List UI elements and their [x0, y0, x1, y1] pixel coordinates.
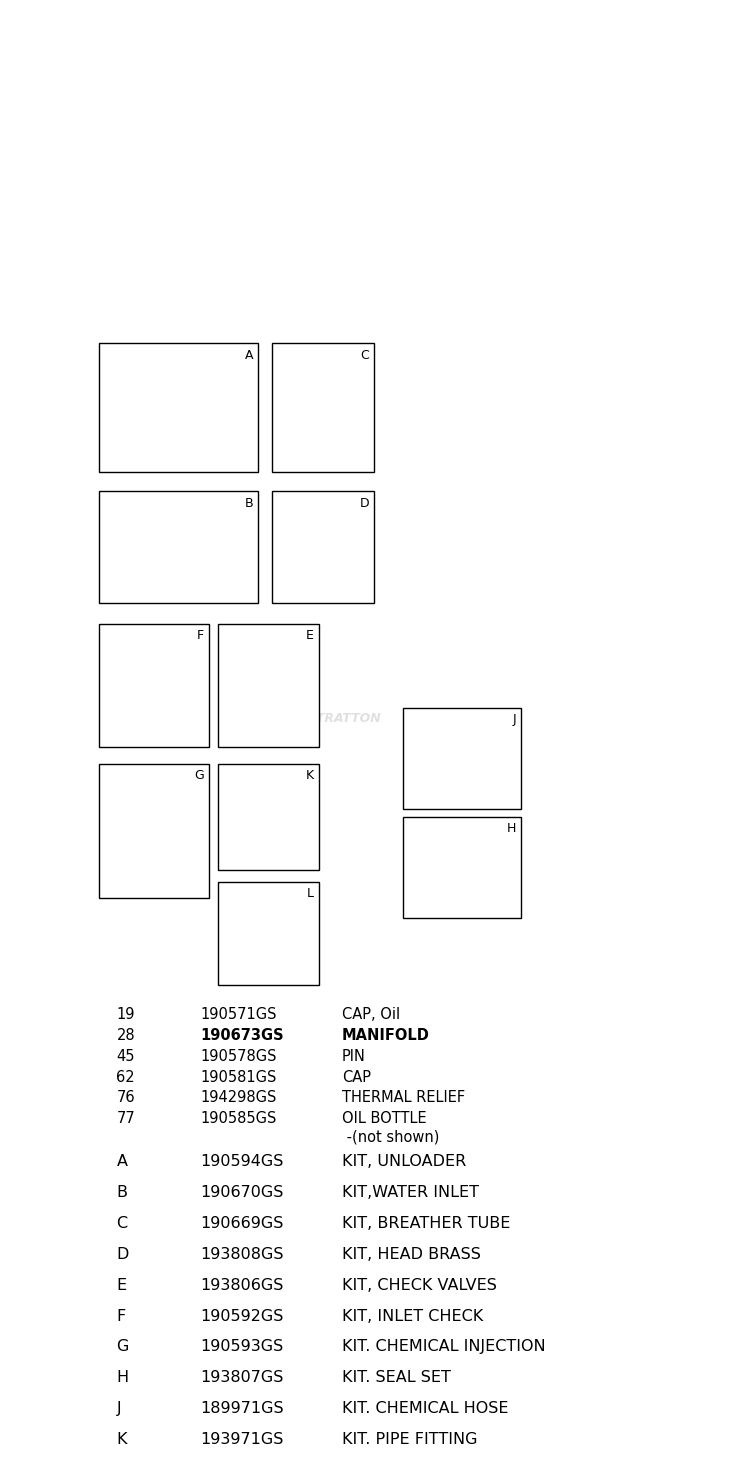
Text: 193807GS: 193807GS — [200, 1370, 283, 1386]
Text: A: A — [245, 348, 254, 361]
Bar — [218, 624, 319, 747]
Text: 28: 28 — [116, 1029, 135, 1043]
Bar — [218, 881, 319, 985]
Text: KIT. SEAL SET: KIT. SEAL SET — [342, 1370, 451, 1386]
Text: PIN: PIN — [342, 1049, 366, 1064]
Text: CAP: CAP — [342, 1069, 371, 1084]
Bar — [272, 491, 374, 603]
Text: 62: 62 — [116, 1069, 135, 1084]
Text: KIT, HEAD BRASS: KIT, HEAD BRASS — [342, 1247, 480, 1262]
Text: L: L — [307, 887, 314, 900]
Text: J: J — [513, 714, 516, 727]
Text: 190571GS: 190571GS — [200, 1007, 277, 1023]
Text: 194298GS: 194298GS — [200, 1090, 277, 1106]
Text: 193806GS: 193806GS — [200, 1278, 283, 1292]
Text: 190673GS: 190673GS — [200, 1029, 283, 1043]
Text: F: F — [116, 1308, 125, 1323]
Text: KIT, CHECK VALVES: KIT, CHECK VALVES — [342, 1278, 497, 1292]
Text: H: H — [507, 822, 516, 835]
Text: KIT, BREATHER TUBE: KIT, BREATHER TUBE — [342, 1217, 510, 1231]
Text: E: E — [306, 629, 314, 643]
Text: 190581GS: 190581GS — [200, 1069, 277, 1084]
Text: OIL BOTTLE: OIL BOTTLE — [342, 1112, 427, 1126]
Text: KIT. CHEMICAL INJECTION: KIT. CHEMICAL INJECTION — [342, 1339, 545, 1355]
Text: KIT, INLET CHECK: KIT, INLET CHECK — [342, 1308, 483, 1323]
Text: KIT. PIPE FITTING: KIT. PIPE FITTING — [342, 1432, 477, 1447]
Text: 193971GS: 193971GS — [200, 1432, 283, 1447]
Text: 189971GS: 189971GS — [200, 1402, 283, 1416]
Text: 77: 77 — [116, 1112, 135, 1126]
Text: E: E — [116, 1278, 127, 1292]
Text: BRIGGS & STRATTON: BRIGGS & STRATTON — [233, 712, 380, 726]
Bar — [99, 624, 209, 747]
Text: KIT. CHEMICAL HOSE: KIT. CHEMICAL HOSE — [342, 1402, 508, 1416]
Text: D: D — [360, 497, 369, 510]
Text: 190578GS: 190578GS — [200, 1049, 277, 1064]
Text: G: G — [195, 769, 204, 782]
Text: 190669GS: 190669GS — [200, 1217, 283, 1231]
Text: C: C — [360, 348, 369, 361]
Text: K: K — [116, 1432, 127, 1447]
Text: 190594GS: 190594GS — [200, 1154, 283, 1170]
Text: 190593GS: 190593GS — [200, 1339, 283, 1355]
Text: 76: 76 — [116, 1090, 135, 1106]
Text: 19: 19 — [116, 1007, 135, 1023]
Text: KIT, UNLOADER: KIT, UNLOADER — [342, 1154, 466, 1170]
Bar — [99, 342, 258, 472]
Text: KIT,WATER INLET: KIT,WATER INLET — [342, 1185, 479, 1201]
Text: F: F — [197, 629, 204, 643]
Bar — [99, 763, 209, 899]
Text: 190670GS: 190670GS — [200, 1185, 283, 1201]
Text: H: H — [116, 1370, 128, 1386]
Bar — [272, 342, 374, 472]
Text: G: G — [116, 1339, 129, 1355]
Text: 190592GS: 190592GS — [200, 1308, 283, 1323]
Text: C: C — [116, 1217, 128, 1231]
Text: 45: 45 — [116, 1049, 135, 1064]
Text: B: B — [116, 1185, 128, 1201]
Text: 193808GS: 193808GS — [200, 1247, 283, 1262]
Text: J: J — [116, 1402, 121, 1416]
Text: B: B — [245, 497, 254, 510]
Text: K: K — [306, 769, 314, 782]
Bar — [218, 763, 319, 870]
Bar — [99, 491, 258, 603]
Bar — [403, 816, 521, 918]
Text: -(not shown): -(not shown) — [342, 1129, 439, 1144]
Text: 190585GS: 190585GS — [200, 1112, 277, 1126]
Text: THERMAL RELIEF: THERMAL RELIEF — [342, 1090, 465, 1106]
Bar — [403, 708, 521, 809]
Text: MANIFOLD: MANIFOLD — [342, 1029, 430, 1043]
Text: D: D — [116, 1247, 129, 1262]
Text: CAP, Oil: CAP, Oil — [342, 1007, 400, 1023]
Text: A: A — [116, 1154, 128, 1170]
